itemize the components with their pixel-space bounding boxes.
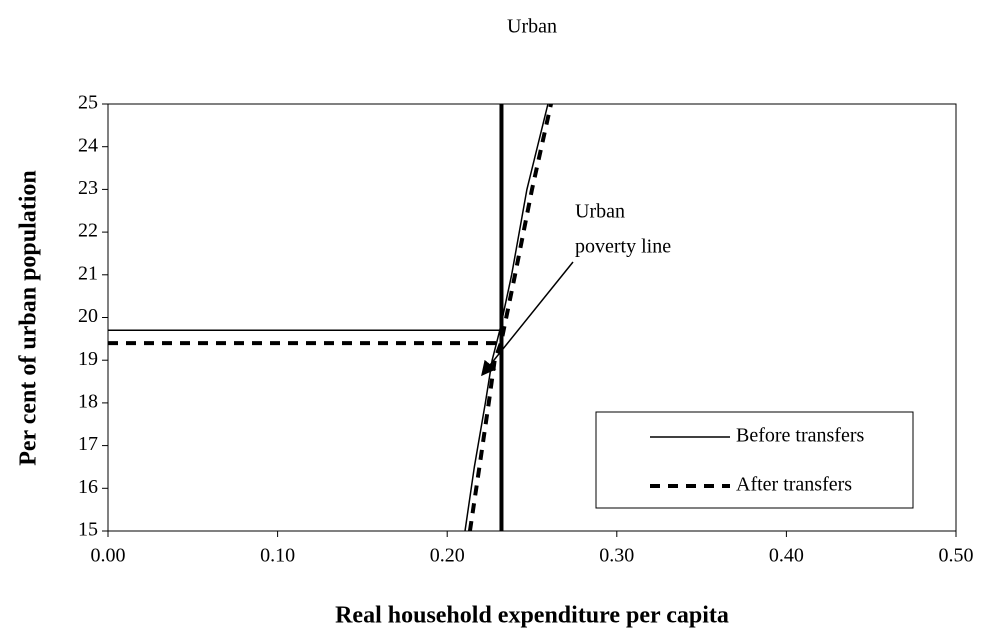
annotation: poverty line	[575, 236, 671, 258]
y-tick-label: 17	[78, 433, 98, 455]
annotation: Urban	[575, 201, 625, 223]
x-tick-label: 0.30	[599, 545, 634, 567]
y-axis-label: Per cent of urban population	[16, 170, 42, 466]
y-tick-label: 19	[78, 348, 98, 370]
x-tick-label: 0.40	[769, 545, 804, 567]
y-tick-label: 23	[78, 177, 98, 199]
x-tick-label: 0.00	[91, 545, 126, 567]
x-axis-label: Real household expenditure per capita	[335, 603, 729, 629]
series-line	[467, 103, 553, 532]
y-tick-label: 16	[78, 476, 98, 498]
legend-label: Before transfers	[736, 425, 864, 447]
chart-title: Urban	[507, 16, 557, 38]
series-line	[464, 103, 549, 532]
legend-box	[595, 411, 914, 509]
y-tick-label: 20	[78, 305, 98, 327]
y-tick-label: 22	[78, 220, 98, 242]
annotation-arrow	[481, 261, 574, 377]
y-tick-label: 18	[78, 390, 98, 412]
y-tick-label: 15	[78, 519, 98, 541]
x-tick-label: 0.10	[260, 545, 295, 567]
x-tick-label: 0.20	[430, 545, 465, 567]
y-tick-label: 21	[78, 262, 98, 284]
x-tick-label: 0.50	[939, 545, 974, 567]
legend-label: After transfers	[736, 474, 852, 496]
y-tick-label: 25	[78, 92, 98, 114]
y-tick-label: 24	[78, 134, 98, 156]
